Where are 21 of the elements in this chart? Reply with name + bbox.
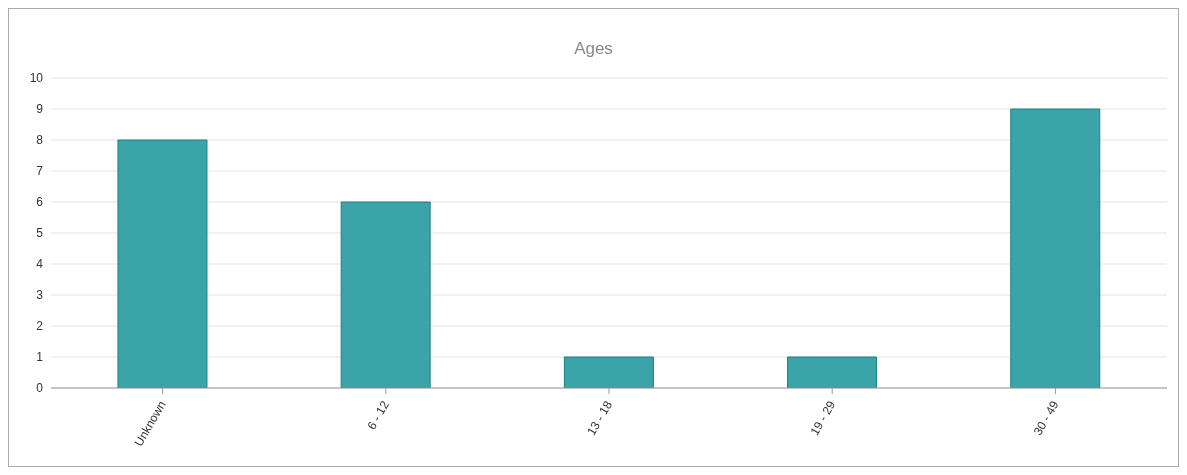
- x-tick-label: 19 - 29: [807, 398, 839, 438]
- y-tick-label: 1: [36, 350, 44, 365]
- chart-title: Ages: [573, 38, 614, 60]
- y-tick-label: 2: [36, 319, 44, 334]
- bar: [117, 139, 208, 388]
- y-tick-label: 5: [36, 226, 44, 241]
- y-tick-label: 6: [36, 195, 44, 210]
- y-tick-label: 0: [36, 381, 44, 396]
- x-tick-label: 30 - 49: [1030, 398, 1062, 438]
- y-tick-label: 10: [29, 71, 44, 86]
- x-tick-label: 6 - 12: [364, 398, 393, 433]
- y-tick-label: 3: [36, 288, 44, 303]
- y-tick-label: 4: [36, 257, 44, 272]
- bar: [563, 356, 654, 388]
- y-tick-label: 7: [36, 164, 44, 179]
- bar: [340, 201, 431, 388]
- bar: [787, 356, 878, 388]
- y-tick-label: 9: [36, 102, 44, 117]
- x-tick-label: 13 - 18: [584, 398, 616, 438]
- y-tick-label: 8: [36, 133, 44, 148]
- bar: [1010, 108, 1101, 388]
